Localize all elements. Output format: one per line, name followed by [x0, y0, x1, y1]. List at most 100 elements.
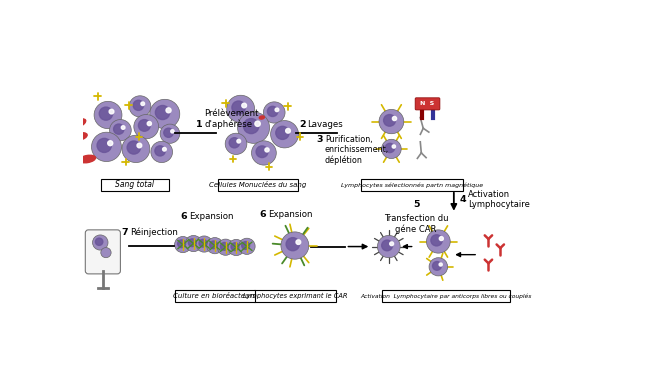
FancyBboxPatch shape [175, 290, 255, 302]
Circle shape [91, 132, 121, 162]
Circle shape [196, 236, 212, 252]
FancyBboxPatch shape [218, 179, 298, 191]
Circle shape [228, 240, 244, 256]
Text: Expansion: Expansion [268, 210, 313, 219]
Circle shape [133, 100, 144, 110]
Circle shape [238, 112, 270, 144]
Text: Réinjection: Réinjection [130, 228, 178, 237]
Circle shape [206, 238, 223, 254]
Circle shape [256, 146, 268, 158]
Circle shape [286, 238, 300, 251]
Circle shape [160, 124, 180, 144]
Text: Purification,
enrichissement,
déplétion: Purification, enrichissement, déplétion [325, 135, 389, 165]
Circle shape [429, 258, 448, 276]
Circle shape [150, 99, 180, 129]
Circle shape [242, 242, 250, 250]
Circle shape [139, 120, 151, 131]
Text: Prélèvement
d'aphérèse: Prélèvement d'aphérèse [204, 109, 258, 129]
Circle shape [439, 263, 442, 266]
FancyBboxPatch shape [382, 290, 509, 302]
Circle shape [137, 143, 142, 148]
Text: 4: 4 [460, 195, 467, 204]
Circle shape [174, 237, 191, 253]
Circle shape [226, 95, 254, 123]
Circle shape [431, 235, 442, 246]
Circle shape [265, 148, 269, 152]
Ellipse shape [79, 155, 95, 163]
Circle shape [99, 107, 113, 120]
Text: Lymphocytes sélectionnés partn magnétique: Lymphocytes sélectionnés partn magnétiqu… [341, 182, 483, 188]
Circle shape [155, 106, 170, 120]
Circle shape [163, 148, 166, 151]
Circle shape [185, 236, 202, 252]
Circle shape [229, 138, 240, 148]
Circle shape [114, 124, 124, 134]
Circle shape [426, 230, 450, 253]
Text: Sang total: Sang total [115, 180, 155, 189]
Circle shape [281, 232, 309, 259]
Circle shape [217, 239, 234, 255]
Circle shape [392, 145, 396, 148]
FancyBboxPatch shape [85, 230, 121, 274]
Circle shape [390, 242, 394, 246]
Circle shape [199, 239, 207, 247]
Circle shape [270, 121, 298, 148]
Circle shape [121, 126, 125, 129]
Circle shape [166, 108, 171, 113]
Circle shape [276, 126, 289, 139]
Circle shape [220, 243, 228, 250]
Circle shape [127, 141, 141, 154]
Circle shape [129, 96, 151, 117]
Circle shape [252, 141, 276, 165]
Circle shape [440, 237, 444, 241]
Circle shape [225, 133, 247, 155]
Ellipse shape [259, 116, 264, 119]
Circle shape [93, 235, 108, 250]
Text: Lymphocytes exprimant le CAR: Lymphocytes exprimant le CAR [242, 293, 347, 299]
Text: 1: 1 [196, 120, 202, 129]
Circle shape [210, 241, 218, 249]
Text: 5: 5 [413, 200, 420, 209]
Circle shape [108, 141, 113, 146]
FancyBboxPatch shape [101, 179, 168, 191]
Circle shape [101, 248, 111, 258]
Circle shape [286, 128, 290, 133]
Circle shape [94, 101, 122, 129]
Text: 6: 6 [260, 210, 266, 219]
Circle shape [122, 135, 150, 163]
Circle shape [110, 120, 131, 141]
Circle shape [255, 121, 260, 126]
Circle shape [244, 118, 259, 134]
Circle shape [178, 240, 186, 248]
Circle shape [296, 240, 301, 244]
Circle shape [242, 103, 246, 108]
Circle shape [147, 121, 151, 125]
Circle shape [170, 130, 174, 133]
Text: N  S: N S [420, 101, 435, 106]
Circle shape [382, 139, 401, 159]
Circle shape [232, 101, 245, 114]
Circle shape [379, 109, 404, 134]
Text: 3: 3 [316, 135, 323, 144]
Circle shape [141, 102, 145, 106]
Text: Activation  Lymphocytaire par anticorps libres ou couplés: Activation Lymphocytaire par anticorps l… [360, 293, 531, 299]
Circle shape [237, 139, 240, 143]
Ellipse shape [71, 119, 86, 128]
Circle shape [97, 138, 111, 152]
Text: 2: 2 [299, 120, 306, 129]
FancyBboxPatch shape [254, 290, 336, 302]
Circle shape [267, 106, 278, 117]
Text: Expansion: Expansion [189, 212, 234, 221]
Text: Culture en bioréacteurs: Culture en bioréacteurs [173, 293, 256, 299]
Circle shape [275, 108, 279, 112]
Text: Lavages: Lavages [307, 120, 343, 129]
FancyBboxPatch shape [361, 179, 463, 191]
Circle shape [134, 114, 159, 139]
Circle shape [231, 243, 239, 251]
Circle shape [188, 239, 196, 247]
Circle shape [155, 146, 165, 156]
Circle shape [95, 238, 103, 245]
Text: 7: 7 [121, 228, 128, 237]
Circle shape [378, 236, 400, 258]
Text: Cellules Monuclées du sang: Cellules Monuclées du sang [209, 181, 306, 188]
